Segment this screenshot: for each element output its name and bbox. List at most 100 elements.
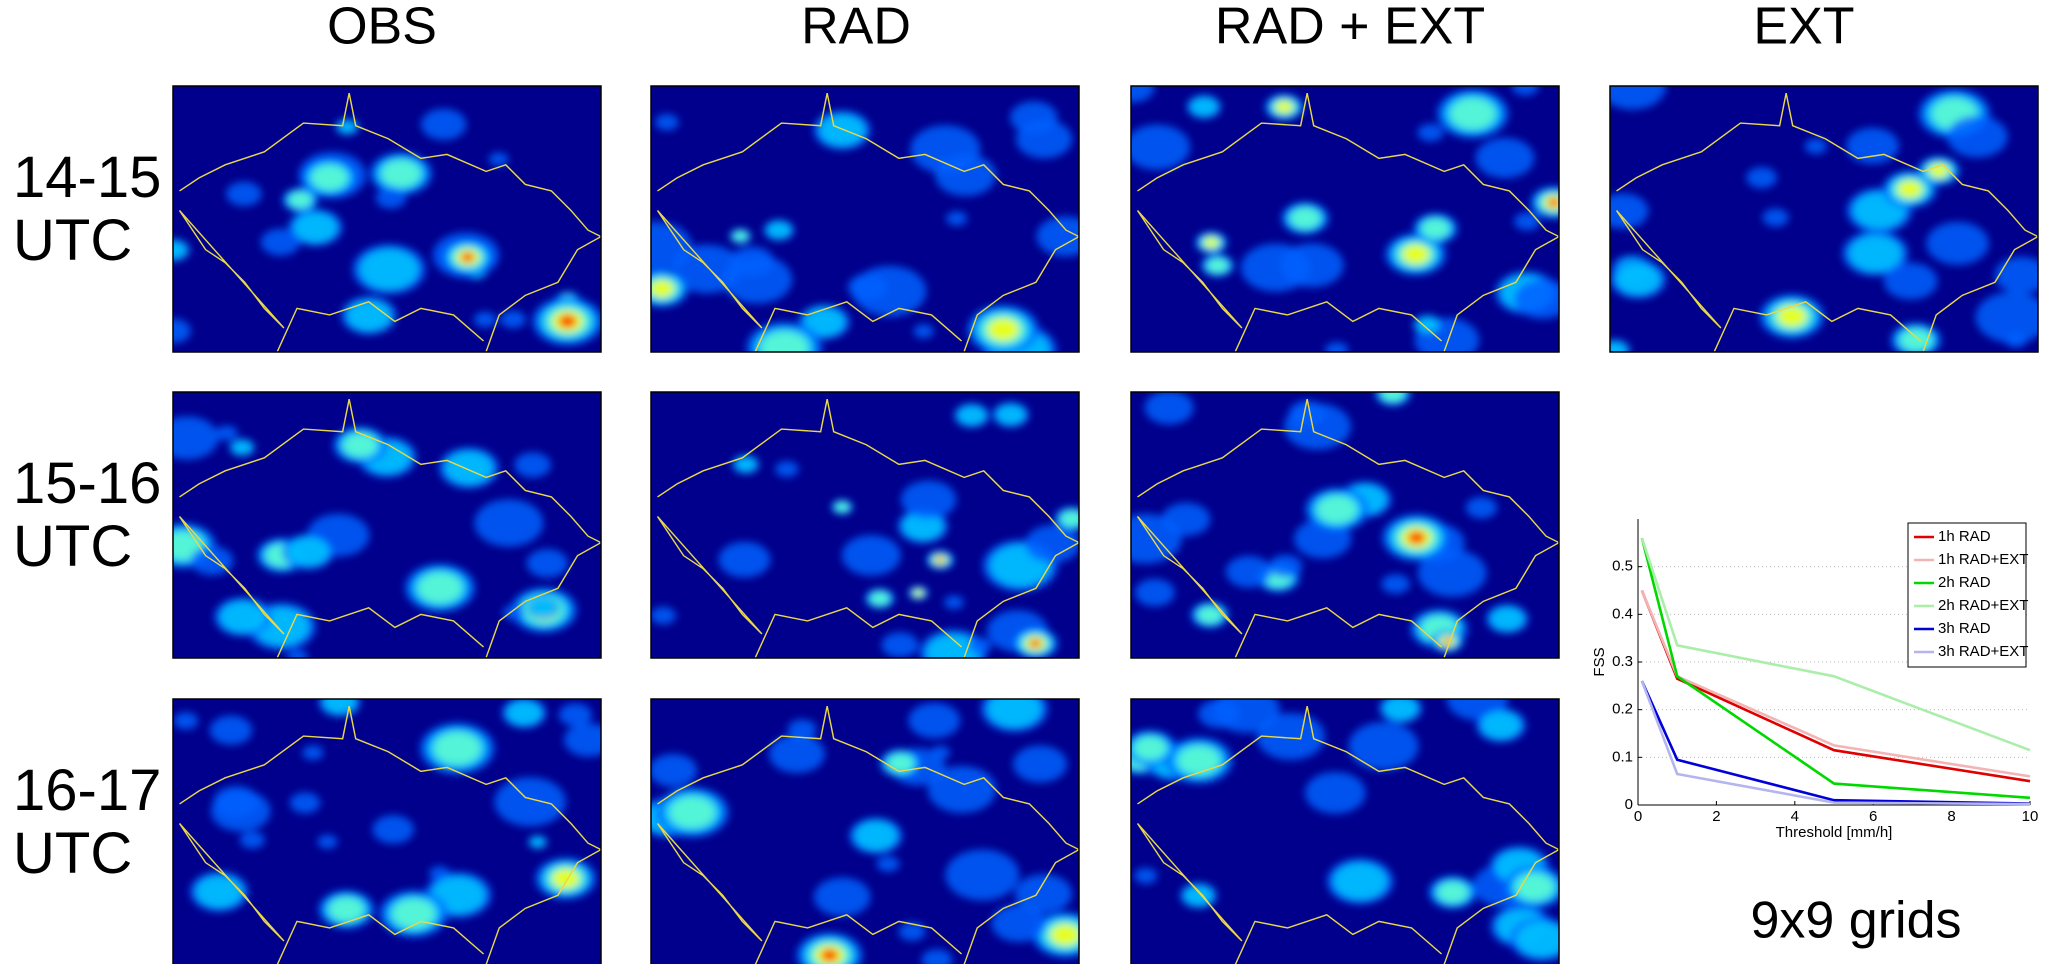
- precip-blob: [1276, 101, 1293, 113]
- precip-blob: [908, 703, 960, 739]
- precip-blob: [937, 557, 944, 562]
- precip-blob: [1516, 921, 1568, 957]
- precip-blob: [1926, 222, 1988, 265]
- precip-blob: [719, 542, 771, 578]
- precip-blob: [899, 922, 926, 940]
- precip-blob: [1450, 98, 1495, 129]
- precip-blob: [991, 904, 1046, 942]
- x-tick-label: 8: [1947, 808, 1955, 825]
- precip-blob: [346, 300, 391, 331]
- precip-blob: [559, 703, 592, 726]
- map-panel: [650, 392, 1089, 676]
- map-panel: [1597, 63, 2049, 361]
- precip-blob: [730, 246, 774, 276]
- precip-blob: [1269, 555, 1302, 578]
- precip-blob: [1480, 711, 1521, 739]
- precip-blob: [261, 229, 300, 256]
- series-line: [1642, 681, 2030, 804]
- precip-blob: [1514, 212, 1540, 230]
- precip-blob: [1381, 574, 1409, 594]
- precip-blob: [769, 735, 825, 773]
- x-axis-label: Threshold [mm/h]: [1776, 824, 1893, 841]
- precip-blob: [819, 114, 866, 146]
- legend-label: 2h RAD+EXT: [1938, 597, 2028, 614]
- row-label: 16-17: [13, 758, 161, 823]
- precip-blob: [1763, 209, 1789, 227]
- precip-blob: [1438, 882, 1468, 903]
- precip-blob: [957, 405, 986, 425]
- column-header: RAD: [801, 0, 911, 56]
- precip-blob: [1030, 639, 1041, 648]
- y-tick-label: 0.1: [1612, 748, 1633, 765]
- y-tick-label: 0.5: [1612, 558, 1633, 575]
- precip-blob: [854, 821, 897, 851]
- precip-blob: [988, 318, 1019, 340]
- precip-blob: [1849, 235, 1903, 272]
- precip-blob: [1305, 772, 1366, 814]
- precip-blob: [216, 426, 238, 441]
- precip-blob: [944, 596, 964, 610]
- precip-blob: [287, 649, 308, 664]
- precip-blob: [1109, 514, 1182, 564]
- precip-blob: [503, 605, 525, 620]
- map-panel: [1117, 678, 1574, 964]
- precip-blob: [775, 461, 798, 477]
- precip-blob: [996, 404, 1026, 425]
- precip-blob: [1333, 862, 1387, 900]
- precip-blob: [1317, 496, 1357, 524]
- precip-blob: [669, 796, 715, 828]
- map-panel: [155, 86, 603, 352]
- precip-blob: [1615, 263, 1661, 295]
- precip-blob: [232, 440, 253, 455]
- map-panel: [618, 86, 1095, 376]
- precip-blob: [552, 869, 579, 888]
- legend-label: 3h RAD: [1938, 620, 1991, 637]
- precip-blob: [1898, 181, 1922, 198]
- precip-blob: [655, 114, 679, 130]
- precip-blob: [418, 572, 462, 603]
- precip-blob: [1204, 238, 1218, 248]
- precip-blob: [210, 716, 252, 745]
- map-panel: [1111, 73, 1577, 362]
- x-tick-label: 0: [1634, 808, 1642, 825]
- precip-blob: [1241, 244, 1311, 292]
- precip-blob: [913, 324, 933, 338]
- precip-blob: [527, 549, 569, 578]
- precip-blob: [226, 182, 262, 206]
- precip-blob: [946, 211, 967, 225]
- x-tick-label: 10: [2022, 808, 2039, 825]
- precip-blob: [881, 632, 918, 657]
- precip-blob: [733, 231, 747, 241]
- map-panel: [639, 686, 1099, 964]
- precip-blob: [1325, 342, 1349, 358]
- x-tick-label: 2: [1712, 808, 1720, 825]
- precip-blob: [489, 152, 509, 166]
- row-label: UTC: [13, 514, 132, 579]
- precip-blob: [1422, 219, 1450, 239]
- precip-blob: [506, 700, 542, 725]
- precip-blob: [500, 311, 526, 329]
- precip-blob: [337, 120, 356, 133]
- precip-blob: [474, 312, 497, 328]
- legend-label: 1h RAD+EXT: [1938, 551, 2028, 568]
- precip-blob: [1134, 868, 1157, 884]
- precip-blob: [214, 786, 259, 817]
- precip-blob: [1290, 208, 1320, 229]
- precip-blob: [317, 835, 337, 849]
- precip-blob: [842, 535, 901, 576]
- precip-blob: [434, 732, 481, 765]
- map-panel: [173, 688, 613, 964]
- x-tick-label: 6: [1869, 808, 1877, 825]
- precip-blob: [1178, 746, 1220, 775]
- precip-blob: [559, 315, 577, 328]
- precip-blob: [514, 452, 551, 477]
- column-header: OBS: [327, 0, 437, 56]
- legend-label: 1h RAD: [1938, 528, 1991, 545]
- precip-blob: [968, 638, 991, 654]
- precip-blob: [1402, 245, 1429, 264]
- precip-blob: [494, 777, 565, 826]
- precip-blob: [1036, 216, 1094, 256]
- row-label: UTC: [13, 208, 132, 273]
- precip-blob: [876, 856, 899, 872]
